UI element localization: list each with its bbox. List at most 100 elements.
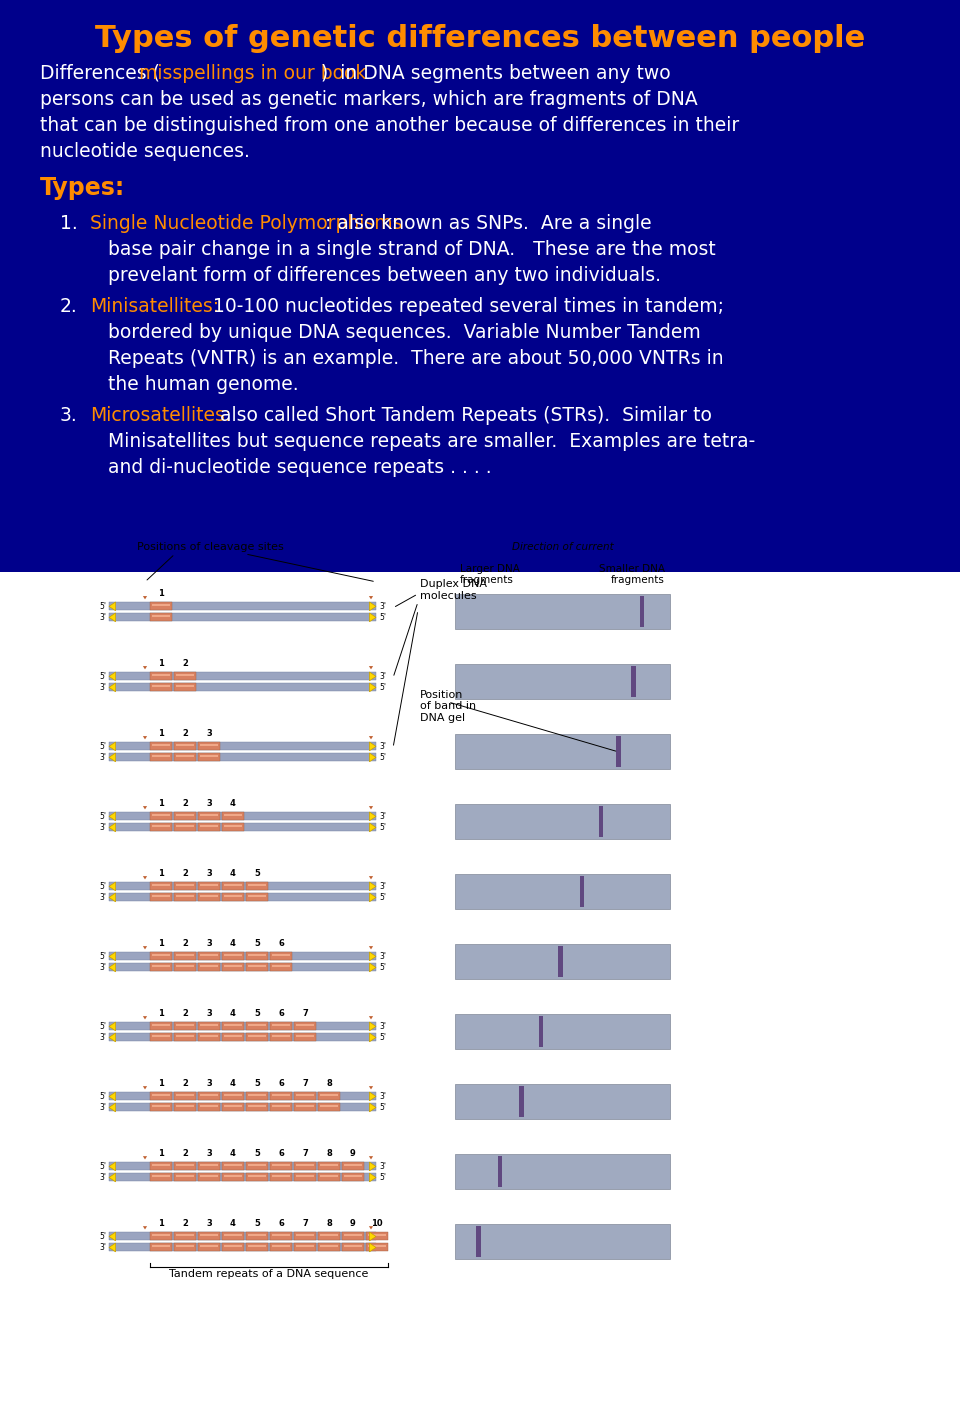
Bar (174, 1162, 196, 1171)
Bar (150, 894, 172, 901)
Text: 3: 3 (206, 1079, 212, 1089)
Polygon shape (139, 1220, 151, 1230)
Bar (222, 812, 244, 820)
Text: Positions of cleavage sites: Positions of cleavage sites (136, 542, 283, 552)
Bar (296, 1175, 314, 1178)
Bar (200, 1104, 218, 1107)
Text: 3: 3 (206, 1220, 212, 1228)
Bar (342, 1233, 364, 1241)
Bar (222, 1103, 244, 1111)
Text: 5: 5 (254, 1079, 260, 1089)
Bar (222, 1034, 244, 1042)
Text: 5': 5' (379, 823, 386, 832)
Text: 3': 3' (379, 1162, 386, 1171)
Bar (248, 1234, 266, 1237)
Bar (174, 963, 196, 971)
Polygon shape (109, 963, 115, 971)
Bar (224, 964, 242, 967)
Bar (224, 1094, 242, 1097)
Bar (176, 1104, 194, 1107)
Bar (246, 1034, 268, 1042)
Bar (176, 1234, 194, 1237)
Bar (344, 1244, 362, 1247)
Bar (455, 805, 670, 839)
Bar (224, 1024, 242, 1027)
Text: 5': 5' (379, 963, 386, 971)
Bar (152, 1175, 170, 1178)
Text: 7: 7 (302, 1079, 308, 1089)
Text: Differences (: Differences ( (40, 64, 160, 83)
Bar (150, 963, 172, 971)
Polygon shape (109, 892, 115, 902)
Text: 3': 3' (99, 963, 106, 971)
Bar (222, 1233, 244, 1241)
Bar (272, 1175, 290, 1178)
Polygon shape (109, 882, 115, 891)
Text: 3': 3' (379, 812, 386, 820)
Bar (152, 674, 170, 676)
Bar (272, 1104, 290, 1107)
Text: 5': 5' (379, 1103, 386, 1111)
Text: 3': 3' (379, 741, 386, 751)
Bar (150, 1103, 172, 1111)
Polygon shape (365, 1010, 377, 1019)
Text: also called Short Tandem Repeats (STRs).  Similar to: also called Short Tandem Repeats (STRs).… (208, 405, 712, 425)
Bar (270, 953, 292, 960)
Bar (174, 1233, 196, 1241)
Bar (174, 882, 196, 891)
Text: 3': 3' (99, 823, 106, 832)
Bar (198, 963, 220, 971)
Bar (150, 754, 172, 761)
Bar (318, 1173, 340, 1182)
Text: 3': 3' (379, 1091, 386, 1101)
Bar (248, 1175, 266, 1178)
Bar (246, 1233, 268, 1241)
Bar (320, 1234, 338, 1237)
Bar (224, 1244, 242, 1247)
Text: 5': 5' (99, 812, 106, 820)
Text: 1: 1 (158, 659, 164, 668)
Text: 10: 10 (372, 1220, 383, 1228)
Bar (109, 1034, 376, 1042)
Bar (200, 964, 218, 967)
Bar (174, 1093, 196, 1100)
Text: 6: 6 (278, 1079, 284, 1089)
Bar (272, 1024, 290, 1027)
Text: 3': 3' (379, 952, 386, 962)
Bar (200, 1234, 218, 1237)
Text: Larger DNA
fragments: Larger DNA fragments (460, 563, 520, 586)
Text: 5': 5' (99, 882, 106, 891)
Text: Single Nucleotide Polymorphisms: Single Nucleotide Polymorphisms (90, 215, 402, 233)
Bar (539, 1017, 543, 1048)
Bar (248, 884, 266, 887)
Bar (174, 672, 196, 681)
Polygon shape (109, 952, 115, 960)
Polygon shape (139, 940, 151, 949)
Text: 2: 2 (182, 799, 188, 809)
Bar (246, 1173, 268, 1182)
Text: 5': 5' (379, 1173, 386, 1182)
Text: 4: 4 (230, 1220, 236, 1228)
Bar (174, 953, 196, 960)
Polygon shape (109, 602, 115, 611)
Bar (224, 953, 242, 956)
Bar (109, 1233, 376, 1241)
Text: 3: 3 (206, 939, 212, 949)
Text: 3': 3' (379, 672, 386, 681)
Polygon shape (365, 1080, 377, 1090)
Text: 6: 6 (278, 939, 284, 949)
Text: 2: 2 (182, 1010, 188, 1018)
Text: 5: 5 (254, 870, 260, 878)
Text: 1: 1 (158, 799, 164, 809)
Bar (368, 1244, 386, 1247)
Bar (294, 1162, 316, 1171)
Bar (109, 1244, 376, 1251)
Polygon shape (370, 1022, 376, 1031)
Text: 5: 5 (254, 1220, 260, 1228)
Bar (152, 1234, 170, 1237)
Text: Types of genetic differences between people: Types of genetic differences between peo… (95, 24, 865, 54)
Bar (152, 603, 170, 606)
Text: 3': 3' (99, 753, 106, 762)
Text: nucleotide sequences.: nucleotide sequences. (40, 143, 250, 161)
Bar (296, 1024, 314, 1027)
